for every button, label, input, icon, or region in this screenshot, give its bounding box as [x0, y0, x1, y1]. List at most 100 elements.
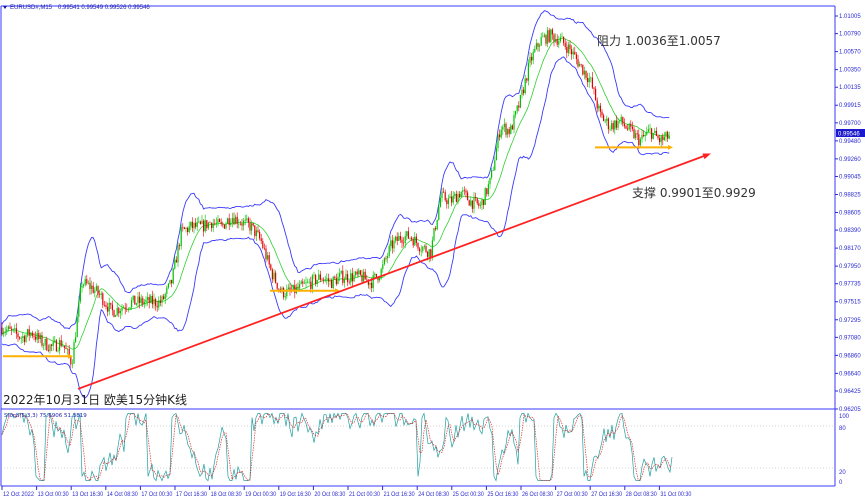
candle-body	[486, 188, 488, 195]
candle-body	[302, 281, 304, 284]
candle-body	[318, 274, 320, 280]
candle-body	[78, 301, 80, 317]
candle-body	[567, 44, 569, 53]
dropdown-triangle-icon[interactable]	[3, 6, 7, 9]
candle-body	[25, 335, 27, 342]
candle-body	[423, 245, 425, 247]
candle-body	[28, 329, 30, 336]
candle-body	[167, 283, 169, 288]
candle-body	[262, 241, 264, 248]
candle-body	[476, 198, 478, 204]
candle-body	[267, 255, 269, 260]
candle-body	[187, 228, 189, 232]
candle-body	[420, 250, 422, 252]
candle-body	[65, 347, 67, 350]
price-tick-label: 0.99700	[839, 121, 861, 127]
candle-body	[15, 328, 17, 334]
candle-body	[100, 293, 102, 295]
candle-body	[278, 288, 280, 290]
candle-body	[614, 120, 616, 130]
candle-body	[131, 300, 133, 308]
candle-body	[219, 219, 221, 223]
candle-body	[633, 128, 635, 139]
candle-body	[548, 30, 550, 42]
candle-body	[303, 283, 305, 284]
candle-body	[468, 200, 470, 206]
candle-body	[654, 130, 656, 133]
candle-body	[41, 335, 43, 346]
candle-body	[99, 294, 101, 295]
candle-body	[446, 200, 448, 205]
candle-body	[502, 127, 504, 130]
candle-body	[657, 136, 659, 139]
candle-body	[355, 271, 357, 276]
chart-header: EURUSD#,M15 0.99541 0.99549 0.99526 0.99…	[3, 5, 150, 11]
candle-body	[59, 340, 61, 351]
candle-body	[331, 279, 333, 289]
candle-body	[551, 29, 553, 35]
candle-body	[308, 281, 310, 283]
candle-body	[51, 344, 53, 346]
candle-body	[283, 287, 285, 298]
candle-body	[401, 239, 403, 243]
time-tick-label: 17 Oct 16:30	[176, 492, 208, 498]
candle-body	[185, 228, 187, 230]
candle-body	[433, 228, 435, 241]
candle-body	[427, 252, 429, 257]
candle-body	[483, 199, 485, 206]
candle-body	[395, 236, 397, 241]
candle-body	[459, 194, 461, 198]
candle-body	[111, 304, 113, 311]
price-tick-label: 0.98170	[839, 246, 861, 252]
candle-body	[579, 64, 581, 67]
candle-body	[235, 216, 237, 225]
candle-body	[543, 35, 545, 37]
time-tick-label: 14 Oct 08:30	[107, 492, 139, 498]
candle-body	[38, 332, 40, 340]
stoch-level-80: 80	[839, 426, 846, 432]
candle-body	[622, 116, 624, 124]
candle-body	[60, 340, 62, 347]
trendline-arrow-icon	[702, 153, 711, 160]
candle-body	[513, 114, 515, 130]
candle-body	[668, 135, 670, 139]
support-level-lines	[3, 144, 673, 359]
candle-body	[523, 89, 525, 94]
candle-body	[169, 279, 171, 284]
candle-body	[297, 286, 299, 289]
candle-body	[527, 63, 529, 81]
candle-body	[631, 126, 633, 129]
candle-body	[31, 332, 33, 336]
candle-body	[81, 285, 83, 288]
candle-body	[247, 218, 249, 223]
price-tick-label: 0.97080	[839, 335, 861, 341]
candle-body	[270, 264, 272, 270]
candle-body	[276, 282, 278, 289]
candle-body	[515, 111, 517, 115]
candle-body	[347, 274, 349, 282]
current-price-marker: 0.99546	[836, 129, 865, 138]
candle-body	[223, 224, 225, 229]
candle-body	[182, 227, 184, 228]
candle-body	[268, 255, 270, 265]
candle-body	[30, 332, 32, 336]
candle-body	[273, 272, 275, 280]
candle-body	[79, 287, 81, 302]
time-tick-label: 27 Oct 00:30	[557, 492, 589, 498]
candle-body	[655, 130, 657, 137]
candle-body	[207, 222, 209, 229]
candle-body	[463, 190, 465, 191]
candle-body	[572, 51, 574, 55]
candle-body	[643, 134, 645, 137]
candle-body	[479, 205, 481, 206]
candle-body	[526, 78, 528, 81]
candle-body	[332, 276, 334, 289]
time-tick-label: 25 Oct 00:30	[453, 492, 485, 498]
candle-body	[566, 46, 568, 53]
candle-body	[227, 218, 229, 224]
candle-body	[361, 274, 363, 282]
stoch-signal-line	[1, 412, 673, 482]
candle-body	[441, 191, 443, 198]
candle-body	[492, 170, 494, 171]
